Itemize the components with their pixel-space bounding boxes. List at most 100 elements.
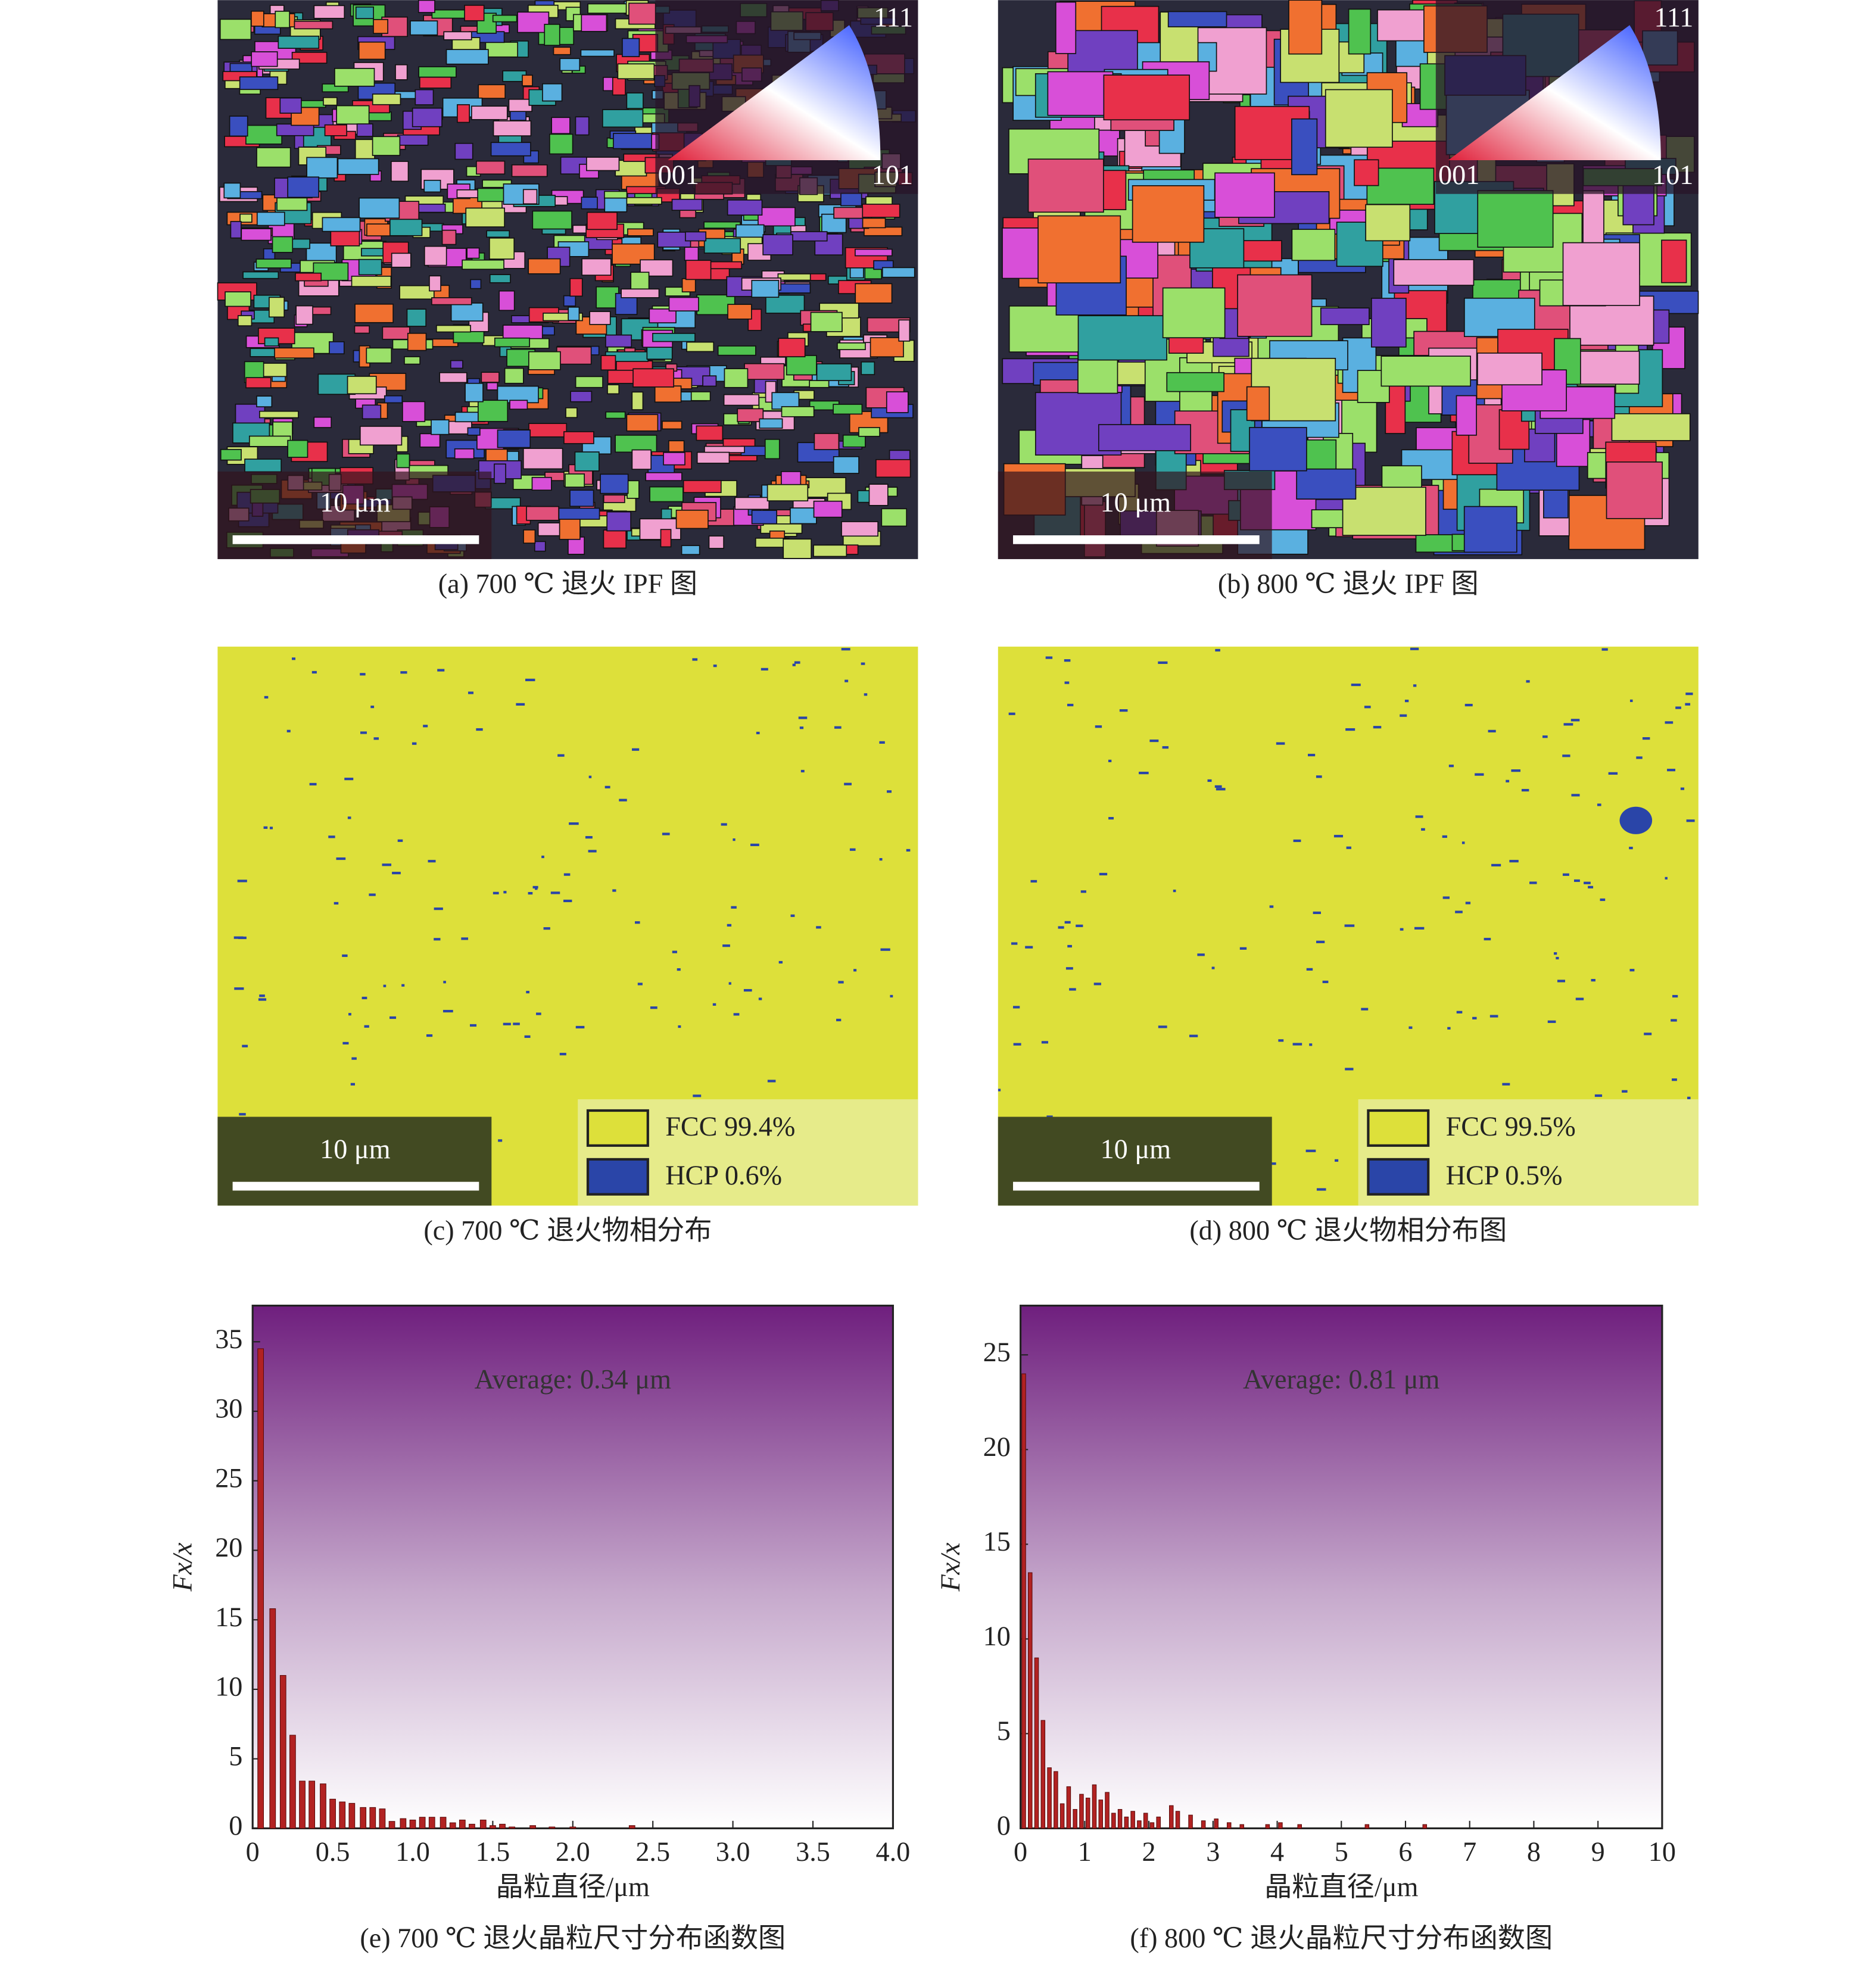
hcp-spot	[798, 716, 808, 719]
bar	[1085, 1797, 1090, 1829]
hcp-spot	[470, 1024, 477, 1027]
scale-bar-label: 10 μm	[1101, 1134, 1171, 1164]
bar	[289, 1735, 296, 1829]
hcp-spot	[906, 849, 911, 852]
grain	[441, 229, 457, 245]
legend-label: HCP 0.6%	[665, 1160, 782, 1190]
bar	[628, 1825, 635, 1829]
grain	[810, 311, 843, 332]
grain	[476, 160, 506, 175]
grain	[898, 319, 911, 342]
hcp-spot	[1345, 728, 1355, 731]
grain	[354, 303, 394, 323]
hcp-spot	[1475, 773, 1484, 776]
legend-swatch	[586, 1109, 649, 1147]
grain	[605, 411, 626, 419]
hcp-spot	[1665, 877, 1668, 880]
hcp-spot	[541, 855, 544, 859]
hcp-spot	[722, 944, 730, 947]
grain	[508, 98, 532, 113]
grain	[868, 484, 889, 506]
grain	[605, 334, 632, 348]
hcp-spot	[360, 673, 366, 676]
grain	[702, 375, 717, 387]
hcp-spot	[513, 1022, 520, 1025]
grain	[645, 472, 683, 481]
grain	[478, 84, 506, 99]
grain	[359, 426, 403, 446]
grain	[274, 347, 314, 359]
hcp-spot	[1149, 739, 1159, 743]
bar	[419, 1817, 426, 1829]
grain	[1365, 204, 1411, 242]
hcp-spot	[1526, 680, 1530, 683]
grain	[649, 308, 677, 323]
grain	[322, 217, 361, 232]
grain	[1380, 355, 1471, 387]
grain	[373, 18, 388, 34]
hcp-spot	[1667, 769, 1676, 772]
hcp-spot	[750, 843, 759, 846]
grain	[486, 382, 498, 391]
grain	[631, 391, 644, 410]
grain	[465, 207, 505, 227]
hcp-spot	[1308, 753, 1316, 757]
grain	[245, 124, 282, 145]
grain	[237, 315, 253, 326]
bar	[440, 1817, 447, 1829]
hcp-spot	[350, 1083, 356, 1086]
grain	[522, 74, 533, 86]
hcp-spot	[794, 661, 800, 664]
grain	[356, 123, 373, 137]
grain	[587, 211, 618, 230]
ipf-label: 101	[1652, 160, 1693, 190]
grain	[1167, 11, 1227, 27]
scale-box	[998, 1117, 1272, 1206]
hcp-spot	[1442, 896, 1450, 899]
grain	[1354, 159, 1379, 186]
grain	[287, 439, 308, 458]
hcp-spot	[678, 1025, 681, 1028]
hcp-spot	[1108, 817, 1114, 820]
hcp-spot	[1012, 1006, 1020, 1009]
hcp-spot	[1571, 794, 1580, 797]
hcp-spot	[585, 836, 593, 839]
hcp-spot	[712, 1003, 716, 1006]
hcp-spot	[612, 889, 616, 892]
y-tick-label: 15	[215, 1602, 242, 1632]
grain	[489, 237, 515, 260]
bar	[1034, 1657, 1039, 1829]
bar	[1098, 1800, 1104, 1829]
hcp-spot	[563, 899, 572, 903]
grain	[306, 157, 338, 179]
grain	[574, 451, 600, 472]
grain	[256, 147, 291, 168]
grain	[565, 473, 585, 488]
hcp-spot	[1189, 1034, 1198, 1037]
legend-swatch	[1367, 1158, 1430, 1196]
hcp-spot	[844, 679, 849, 682]
hcp-spot	[799, 726, 804, 729]
grain	[504, 367, 524, 384]
grain	[445, 49, 489, 65]
grain	[600, 473, 629, 494]
grain	[569, 277, 583, 297]
hcp-spot	[731, 906, 737, 909]
ipf-label: 111	[1654, 2, 1694, 32]
grain	[384, 395, 403, 404]
hcp-spot	[1335, 1159, 1339, 1162]
grain	[531, 476, 552, 491]
bar	[308, 1780, 316, 1829]
grain	[764, 438, 780, 460]
grain	[324, 124, 347, 136]
bar	[1169, 1805, 1174, 1829]
grain	[837, 342, 866, 351]
grain	[1524, 428, 1556, 463]
grain	[589, 311, 611, 325]
hcp-spot	[879, 741, 885, 744]
hcp-spot	[1293, 839, 1301, 843]
grain	[511, 164, 548, 177]
grain	[1077, 315, 1167, 361]
